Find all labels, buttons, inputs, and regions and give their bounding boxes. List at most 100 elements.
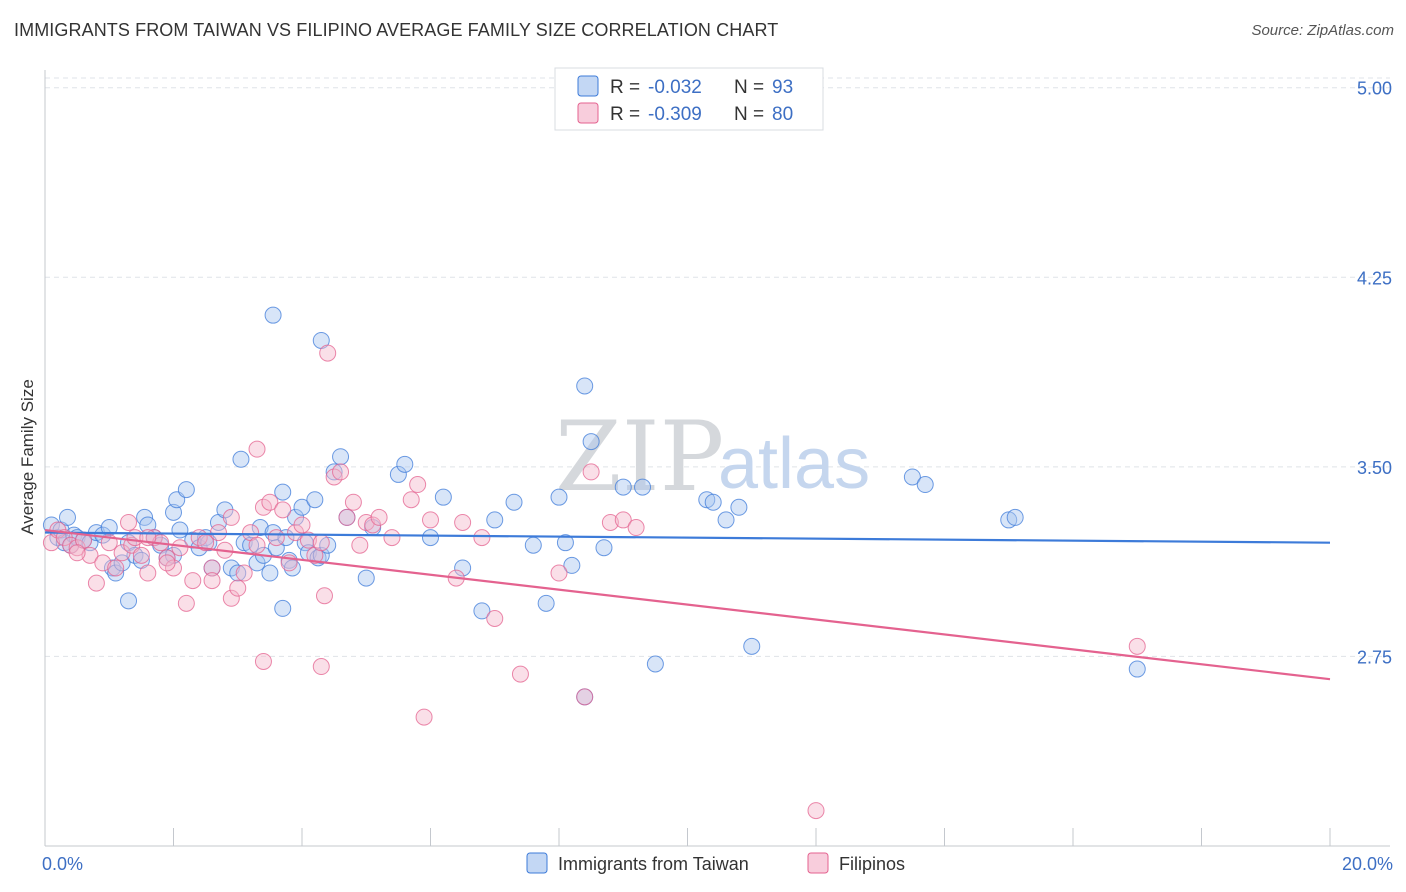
taiwan-point-84 [717,511,735,529]
filipino-point-71 [576,688,594,706]
legend-r-label-taiwan: R = [610,77,640,98]
filipino-point-56 [422,511,439,529]
taiwan-point-36 [229,564,247,582]
filipino-point-15 [132,546,150,564]
taiwan-point-76 [582,433,600,451]
filipino-point-65 [614,511,632,529]
taiwan-point-66 [434,488,452,506]
source-attribution: Source: ZipAtlas.com [1251,22,1394,39]
filipino-point-76 [222,508,240,526]
x-tick-labels: 0.0% 20.0% [42,854,1393,874]
filipino-point-60 [486,610,504,628]
filipino-point-43 [312,534,330,552]
filipino-point-8 [94,554,112,572]
taiwan-point-51 [293,498,311,516]
watermark-atlas: atlas [718,424,870,504]
taiwan-point-87 [903,468,921,486]
filipino-point-49 [351,536,369,554]
taiwan-point-41 [251,519,269,537]
filipino-point-62 [550,564,568,582]
filipino-point-54 [402,491,420,509]
filipino-point-37 [274,501,292,519]
filipino-point-47 [338,508,356,526]
taiwan-point-26 [171,521,189,539]
filipino-point-79 [68,544,86,562]
correlation-legend: R = -0.032 N = 93 R = -0.309 N = 80 [554,67,824,131]
filipino-point-6 [81,546,99,564]
bottom-legend-label-filipino: Filipinos [839,854,905,874]
legend-r-value-taiwan: -0.032 [648,77,702,98]
taiwan-point-75 [563,556,581,574]
taiwan-point-77 [576,377,594,395]
legend-r-value-filipino: -0.309 [648,104,702,125]
x-tick-label-1: 20.0% [1342,854,1393,874]
taiwan-point-63 [389,465,407,483]
bottom-legend-swatch-filipino [807,852,829,874]
filipino-point-73 [248,440,266,458]
filipino-point-72 [319,344,337,362]
taiwan-point-43 [261,564,279,582]
y-tick-label-2: 3.50 [1357,458,1392,478]
legend-n-value-taiwan: 93 [772,77,793,98]
filipino-point-75 [807,802,825,820]
taiwan-point-69 [486,511,504,529]
y-tick-label-1: 4.25 [1357,268,1392,288]
filipino-point-68 [254,652,272,670]
filipino-point-23 [184,572,202,590]
filipino-point-67 [1128,637,1146,655]
filipino-point-63 [582,463,600,481]
filipino-point-36 [267,529,285,547]
taiwan-point-81 [646,655,664,673]
taiwan-point-12 [100,519,118,537]
taiwan-point-73 [550,488,568,506]
filipino-point-29 [222,589,240,607]
filipino-point-21 [171,539,189,557]
filipino-point-26 [203,559,221,577]
filipino-point-48 [344,493,362,511]
trend-lines [44,528,1331,681]
taiwan-point-92 [264,306,282,324]
taiwan-point-80 [634,478,652,496]
legend-r-label-filipino: R = [610,104,640,125]
taiwan-point-49 [283,559,301,577]
taiwan-point-68 [473,602,491,620]
taiwan-point-67 [454,559,472,577]
filipino-point-58 [454,513,472,531]
taiwan-point-71 [524,536,542,554]
taiwan-point-96 [120,592,138,610]
axes [44,70,1390,847]
bottom-legend-label-taiwan: Immigrants from Taiwan [558,854,749,874]
taiwan-point-79 [614,478,632,496]
taiwan-point-64 [396,455,414,473]
taiwan-point-88 [916,476,934,494]
taiwan-point-86 [743,637,761,655]
filipino-point-31 [235,564,253,582]
taiwan-point-14 [107,564,125,582]
filipino-point-7 [87,574,105,592]
taiwan-point-90 [1006,508,1024,526]
taiwan-point-70 [505,493,523,511]
taiwan-point-83 [704,493,722,511]
taiwan-point-72 [537,594,555,612]
series-filipino-points [42,344,1146,820]
filipino-point-70 [415,708,433,726]
grid-lines [45,77,1390,657]
filipino-point-52 [370,508,388,526]
filipino-point-41 [299,531,317,549]
filipino-point-53 [383,529,401,547]
filipino-point-69 [312,658,330,676]
filipino-trend-line [44,528,1331,681]
legend-n-label-filipino: N = [734,104,764,125]
filipino-point-19 [158,549,176,567]
legend-swatch-filipino [577,102,599,124]
taiwan-point-85 [730,498,748,516]
y-tick-label-3: 2.75 [1357,647,1392,667]
filipino-point-55 [409,476,427,494]
taiwan-point-27 [177,481,195,499]
filipino-point-16 [139,564,157,582]
filipino-point-44 [315,587,333,605]
legend-swatch-taiwan [577,75,599,97]
taiwan-point-65 [422,529,439,547]
x-tick-label-0: 0.0% [42,854,83,874]
filipino-point-61 [511,665,529,683]
